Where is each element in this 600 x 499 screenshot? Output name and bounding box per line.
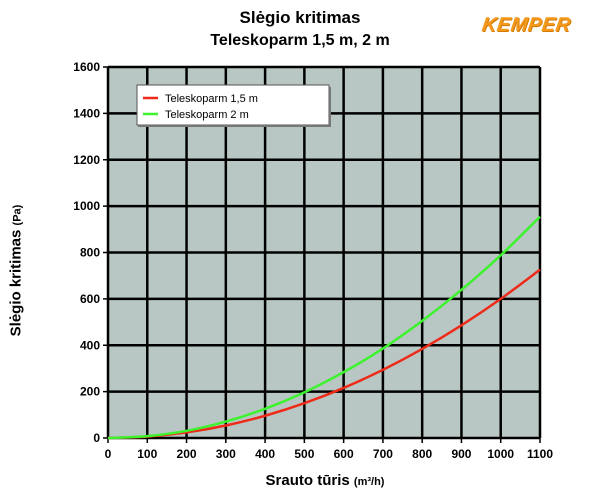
series-line-1 — [107, 268, 541, 440]
y-tick-label: 1200 — [73, 153, 100, 167]
y-tick-label: 0 — [93, 431, 100, 445]
x-tick-label: 1100 — [527, 447, 553, 461]
legend-label-1: Teleskoparm 1,5 m — [165, 93, 258, 105]
legend: Teleskoparm 1,5 m Teleskoparm 2 m — [136, 84, 331, 127]
y-tick-label: 600 — [80, 292, 100, 306]
legend-shadow — [329, 87, 331, 127]
x-tick-label: 800 — [412, 447, 432, 461]
y-tick-label: 1600 — [73, 60, 100, 74]
x-axis-unit: (m³/h) — [353, 476, 385, 488]
grid-lines — [106, 65, 542, 440]
y-axis-label: Slėgio kritimas (Pa) — [8, 156, 25, 386]
x-tick-label: 500 — [294, 447, 314, 461]
y-tick-label: 1400 — [73, 106, 100, 120]
series-lines — [107, 215, 541, 440]
y-axis-unit: (Pa) — [11, 204, 24, 226]
legend-shadow — [138, 125, 330, 127]
x-axis-label-text: Srauto tūris — [265, 472, 350, 489]
legend-box — [136, 84, 330, 126]
x-tick-label: 600 — [334, 447, 354, 461]
y-tick-label: 1000 — [73, 199, 100, 213]
x-tick-label: 700 — [373, 447, 393, 461]
series-line-2 — [107, 215, 541, 440]
x-tick-label: 300 — [216, 447, 236, 461]
legend-label-2: Teleskoparm 2 m — [165, 109, 249, 121]
x-tick-label: 200 — [177, 447, 197, 461]
x-tick-label: 1000 — [487, 447, 514, 461]
chart-subtitle: Teleskoparm 1,5 m, 2 m — [210, 32, 390, 49]
x-tick-label: 900 — [451, 447, 471, 461]
chart-title: Slėgio kritimas — [239, 8, 361, 27]
axis-ticks: 0 100 200 300 400 500 600 700 800 900 1000 1100 0 200… — [73, 60, 553, 461]
y-tick-label: 800 — [80, 246, 100, 260]
x-tick-label: 400 — [255, 447, 275, 461]
x-axis-label: Srauto tūris (m³/h) — [0, 472, 600, 489]
y-axis-label-text: Slėgio kritimas — [7, 229, 25, 337]
y-tick-label: 200 — [80, 385, 100, 399]
x-tick-label: 0 — [105, 447, 112, 461]
y-tick-label: 400 — [80, 338, 100, 352]
x-tick-label: 100 — [137, 447, 157, 461]
